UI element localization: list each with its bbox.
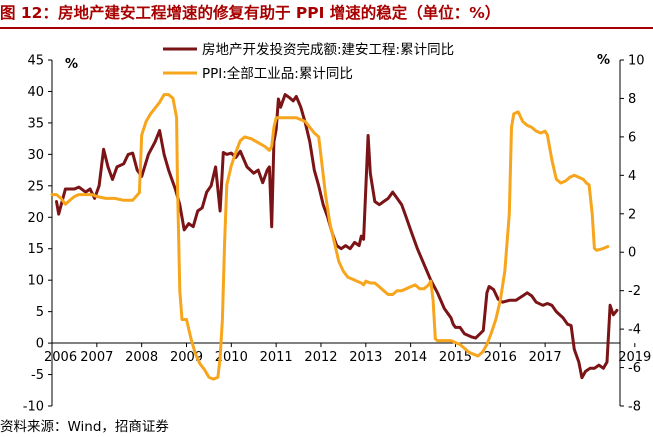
title-divider [0,27,653,29]
series-lines [50,93,619,381]
x-tick-label: 2011 [260,350,293,365]
right-tick-label: 4 [628,169,636,184]
x-tick-label: 2017 [529,350,562,365]
right-tick-label: -4 [628,323,641,338]
right-tick-label: -8 [628,400,641,415]
x-axis-ticks: 2006 2007 2008 2009 2010 2011 2012 2013 2014 2015… [44,343,651,365]
x-tick-label: 2019 [618,350,651,365]
legend: 房地产开发投资完成额:建安工程:累计同比 PPI:全部工业品:累计同比 [163,42,454,82]
chart: % % -10 -5 0 5 10 15 20 25 30 35 40 45 -8 -6 -4 -2 0 2 4 6… [23,42,652,415]
left-tick-label: 15 [27,242,44,257]
x-tick-label: 2016 [484,350,517,365]
x-tick-label: 2006 [44,350,77,365]
x-tick-label: 2008 [125,350,158,365]
x-tick-label: 2014 [394,350,427,365]
left-tick-label: -10 [23,400,44,415]
x-tick-label: 2013 [349,350,382,365]
left-tick-label: -5 [31,368,44,383]
left-tick-label: 45 [27,54,44,69]
right-tick-label: -6 [628,361,641,376]
left-tick-label: 0 [36,337,44,352]
x-tick-label: 2012 [304,350,337,365]
series-line-ppi [50,93,610,381]
right-tick-label: -2 [628,284,641,299]
source-note: 资料来源：Wind，招商证券 [0,419,169,435]
right-tick-label: 6 [628,130,636,145]
left-tick-label: 30 [27,148,44,163]
left-tick-label: 25 [27,179,44,194]
x-tick-label: 2015 [439,350,472,365]
right-axis-ticks: -8 -6 -4 -2 0 2 4 6 8 10 [620,54,645,415]
series-line-construction [55,93,619,380]
x-tick-label: 2007 [80,350,113,365]
right-unit-label: % [597,53,610,68]
x-tick-label: 2010 [215,350,248,365]
left-tick-label: 5 [36,305,44,320]
left-tick-label: 35 [27,116,44,131]
right-tick-label: 10 [628,54,645,69]
left-tick-label: 40 [27,85,44,100]
right-tick-label: 8 [628,92,636,107]
figure-title: 图 12：房地产建安工程增速的修复有助于 PPI 增速的稳定（单位：%） [0,4,501,22]
legend-label-construction: 房地产开发投资完成额:建安工程:累计同比 [202,42,454,58]
left-tick-label: 10 [27,274,44,289]
right-tick-label: 2 [628,207,636,222]
legend-label-ppi: PPI:全部工业品:累计同比 [202,65,353,82]
right-tick-label: 0 [628,246,636,261]
left-unit-label: % [65,57,78,72]
left-tick-label: 20 [27,211,44,226]
left-axis-ticks: -10 -5 0 5 10 15 20 25 30 35 40 45 [23,54,52,415]
